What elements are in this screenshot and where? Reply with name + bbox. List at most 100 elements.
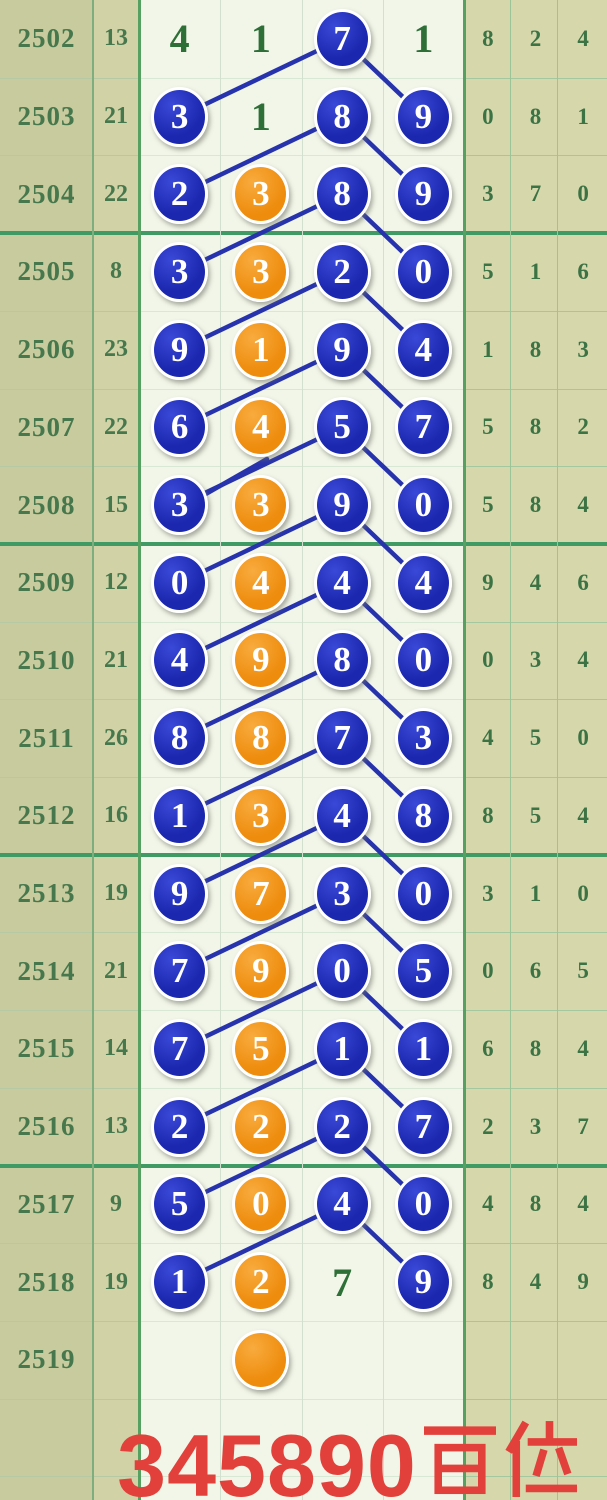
- right-columns-bg: [464, 0, 607, 1500]
- right-cell: 1: [529, 880, 542, 906]
- column-border: [92, 0, 94, 1500]
- count-cell: 21: [104, 103, 128, 130]
- trend-line-segment: [177, 269, 345, 352]
- ball-blue: 7: [394, 397, 452, 458]
- row-line: [0, 1476, 139, 1478]
- chart-plain-number: 1: [250, 16, 271, 62]
- right-cell: 5: [482, 414, 494, 440]
- right-cell: 0: [482, 647, 494, 673]
- right-cell: 3: [482, 880, 494, 906]
- ball-blue: 1: [151, 1252, 209, 1313]
- right-cell: 5: [482, 492, 494, 518]
- ball-blue: 8: [394, 785, 452, 846]
- row-line: [464, 311, 607, 313]
- row-line: [464, 1010, 607, 1012]
- chart-plain-number: 1: [250, 94, 271, 140]
- row-line: [464, 1243, 607, 1245]
- ball-blue: 8: [151, 708, 209, 769]
- ball-orange: 9: [232, 941, 290, 1002]
- right-cell: 5: [577, 958, 589, 984]
- right-cell: 8: [482, 25, 494, 51]
- row-line: [0, 699, 139, 701]
- period-cell: 2518: [17, 1266, 76, 1297]
- ball-blue: 3: [151, 475, 209, 536]
- row-line: [464, 1321, 607, 1323]
- row-line: [0, 1243, 139, 1245]
- ball-blue: 7: [151, 941, 209, 1002]
- row-line: [0, 389, 139, 391]
- ball-blue: 6: [151, 397, 209, 458]
- period-cell: 2515: [17, 1033, 76, 1064]
- right-cell: 4: [482, 1191, 494, 1217]
- count-cell: 13: [104, 25, 128, 52]
- right-cell: 4: [577, 1035, 589, 1061]
- right-cell: 4: [577, 647, 589, 673]
- right-cell: 0: [482, 103, 494, 129]
- count-column-bg: [93, 0, 139, 1500]
- right-cell: 4: [482, 725, 494, 751]
- ball-blue: 0: [394, 475, 452, 536]
- period-cell: 2506: [17, 334, 76, 365]
- right-cell: 8: [529, 1035, 542, 1061]
- right-cell: 8: [529, 414, 542, 440]
- right-cell: 4: [529, 569, 542, 595]
- count-cell: 21: [104, 646, 128, 673]
- ball-orange: 3: [232, 475, 290, 536]
- row-line: [464, 155, 607, 157]
- row-line: [0, 311, 139, 313]
- ball-blue: 3: [151, 86, 209, 147]
- row-line: [0, 466, 139, 468]
- trend-line-segment: [177, 1124, 345, 1207]
- ball-blue: 7: [313, 8, 371, 69]
- ball-orange: 9: [232, 630, 290, 691]
- row-line: [0, 1399, 139, 1401]
- right-cell: 7: [529, 181, 542, 207]
- ball-blue: 1: [394, 1018, 452, 1079]
- ball-blue: 2: [151, 164, 209, 225]
- count-cell: [93, 1321, 139, 1399]
- right-cell: 3: [529, 647, 542, 673]
- count-cell: 13: [104, 1113, 128, 1140]
- ball-blue: 3: [151, 241, 209, 302]
- row-line: [464, 1399, 607, 1401]
- period-cell: 2516: [17, 1111, 76, 1142]
- trend-line-segment: [177, 658, 345, 741]
- period-column-bg: [0, 0, 93, 1500]
- ball-blue: 0: [394, 1174, 452, 1235]
- period-cell: 2510: [17, 644, 76, 675]
- ball-blue: 7: [313, 708, 371, 769]
- ball-orange: [232, 1329, 290, 1390]
- trend-line-segment: [177, 1046, 345, 1129]
- right-cell: 0: [482, 958, 494, 984]
- ball-blue: 9: [394, 86, 452, 147]
- row-line: [464, 699, 607, 701]
- ball-orange: 5: [232, 1018, 290, 1079]
- trend-line-segment: [177, 580, 345, 663]
- thick-separator-line: [0, 853, 607, 857]
- right-column-line: [510, 0, 512, 1500]
- count-cell: 12: [104, 569, 128, 596]
- ball-orange: 3: [232, 785, 290, 846]
- right-cell: 8: [482, 802, 494, 828]
- ball-blue: 8: [313, 86, 371, 147]
- ball-blue: 7: [151, 1018, 209, 1079]
- row-line: [464, 622, 607, 624]
- period-cell: 2513: [17, 878, 76, 909]
- chart-column-line: [383, 0, 385, 1500]
- row-line: [464, 389, 607, 391]
- ball-blue: 1: [151, 785, 209, 846]
- ball-blue: 3: [394, 708, 452, 769]
- count-cell: 15: [104, 491, 128, 518]
- ball-blue: 0: [394, 630, 452, 691]
- right-cell: 8: [529, 103, 542, 129]
- thick-separator-line: [0, 1164, 607, 1168]
- right-cell: 3: [482, 181, 494, 207]
- right-cell: 6: [482, 1035, 494, 1061]
- period-cell: 2505: [17, 256, 76, 287]
- chart-border-right: [462, 0, 466, 1500]
- ball-blue: 5: [151, 1174, 209, 1235]
- chart-plain-number: 1: [413, 16, 434, 62]
- right-cell: 4: [577, 1191, 589, 1217]
- row-line: [464, 777, 607, 779]
